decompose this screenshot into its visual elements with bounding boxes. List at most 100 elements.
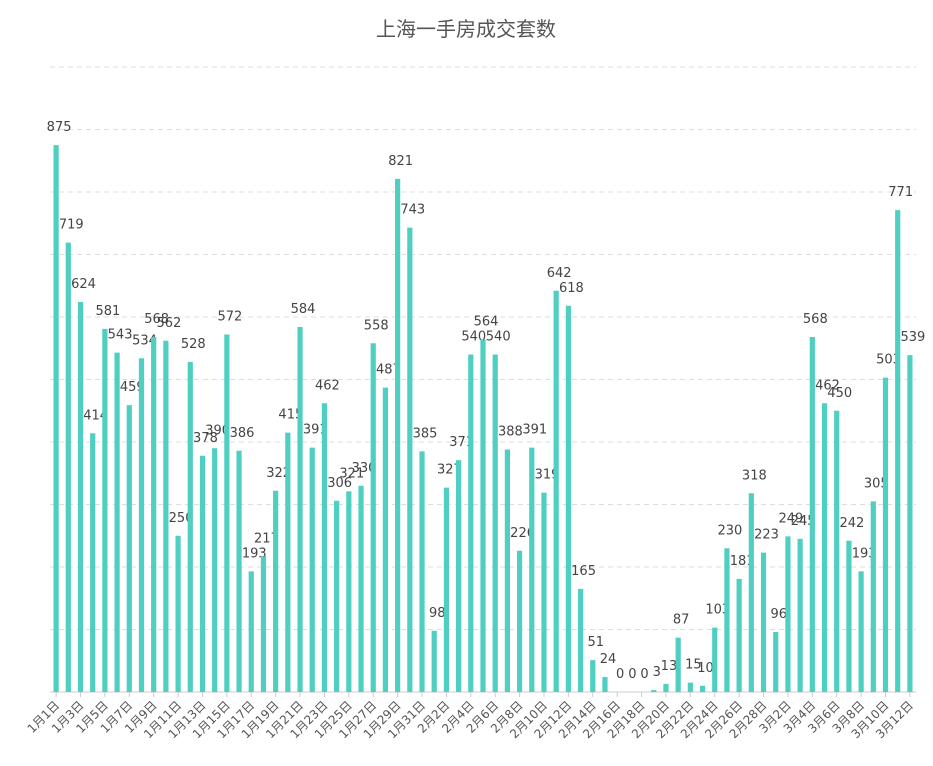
bar [516,550,523,692]
bar [346,491,352,692]
value-label: 306 [327,476,352,491]
bar [821,403,828,692]
bar [382,387,389,692]
bar [480,339,486,692]
bar [175,535,181,692]
bar [309,447,315,692]
value-label: 584 [291,302,316,317]
bar [224,334,230,692]
bar [370,343,376,692]
bar [151,337,157,692]
bar [273,490,279,692]
value-label: 98 [429,606,446,621]
value-label: 165 [571,564,596,579]
value-label: 564 [474,315,499,330]
value-label: 771 [888,185,913,200]
value-label: 391 [522,423,547,438]
value-label: 242 [840,516,865,531]
bar [882,377,889,692]
value-label: 10 [697,661,714,676]
value-label: 534 [132,333,157,348]
value-label: 568 [144,312,169,327]
bar [138,358,145,692]
bar [260,556,267,692]
value-label: 581 [95,304,120,319]
bar [529,447,535,692]
value-label: 462 [315,378,340,393]
bar [675,637,681,692]
bar [358,485,364,692]
value-label: 319 [535,468,560,483]
bar [492,354,498,692]
bar [687,682,693,692]
bar [431,630,437,692]
value-label: 459 [120,380,145,395]
bar [590,660,596,692]
value-label: 503 [876,353,901,368]
value-label: 87 [673,613,690,628]
value-label: 327 [437,463,462,478]
bar [199,455,206,692]
bar [724,548,730,692]
value-label: 415 [278,408,303,423]
value-label: 321 [339,466,364,481]
value-label: 719 [59,218,84,233]
value-label: 0 [628,667,636,682]
value-label: 223 [754,528,779,543]
bar [858,571,864,692]
value-label: 3 [653,665,661,680]
value-label: 540 [486,330,511,345]
bar [553,290,559,692]
value-label: 391 [303,423,328,438]
value-label: 487 [376,363,401,378]
value-label: 51 [588,635,605,650]
value-label: 624 [71,277,96,292]
bar [212,448,218,692]
value-label: 103 [705,603,730,618]
value-label: 96 [770,607,787,622]
bar [699,685,706,692]
value-label: 305 [864,476,889,491]
bar [797,538,803,692]
value-label: 539 [900,330,925,345]
bar [809,337,815,692]
bar [163,340,169,692]
bar [419,451,425,692]
bar [541,492,547,692]
bar [77,302,84,692]
bar [504,449,510,692]
bar [760,552,767,692]
value-label: 642 [547,266,572,281]
bar [577,588,584,692]
value-label: 0 [616,667,624,682]
bar [651,690,657,692]
bar [663,683,669,692]
value-label: 618 [559,281,584,296]
bar [565,305,571,692]
value-label: 543 [108,328,133,343]
bar [870,501,876,692]
bar [53,145,59,692]
bar [297,327,303,692]
value-label: 24 [600,652,617,667]
bar [126,405,132,692]
value-label: 875 [47,120,72,135]
value-label: 230 [718,523,743,538]
value-label: 245 [791,514,816,529]
value-label: 450 [827,386,852,401]
value-label: 193 [242,546,267,561]
bar [65,242,71,692]
bar [102,328,108,692]
bar [736,578,742,692]
bar [187,362,193,692]
value-label: 217 [254,531,279,546]
value-label: 385 [413,426,438,441]
bar [834,410,840,692]
value-label: 193 [852,546,877,561]
chart-title: 上海一手房成交套数 [376,17,556,41]
bar [407,227,413,692]
bar [395,178,401,692]
value-label: 318 [742,468,767,483]
value-label: 390 [205,423,230,438]
